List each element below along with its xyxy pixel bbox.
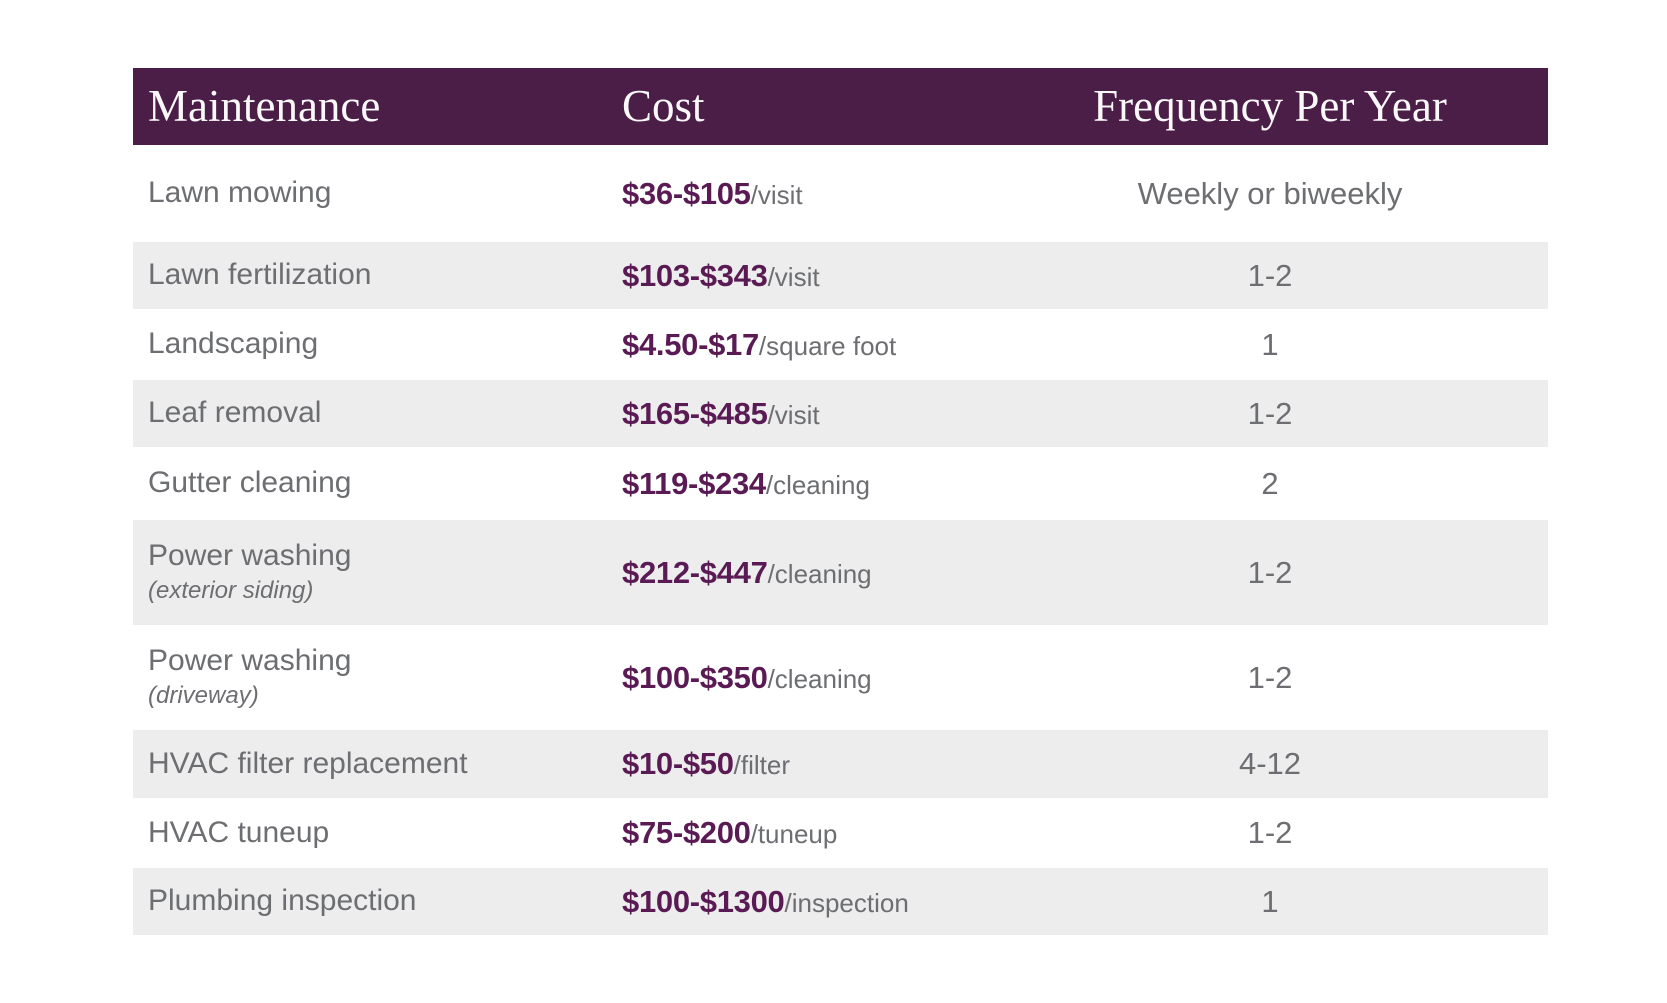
frequency-value: 1-2 <box>1247 554 1293 590</box>
cost-range: $165-$485 <box>622 395 768 431</box>
cost-cell: $10-$50/filter <box>622 746 992 782</box>
cost-range: $4.50-$17 <box>622 326 759 362</box>
table-body: Lawn mowing $36-$105/visit Weekly or biw… <box>133 145 1548 935</box>
cost-range: $119-$234 <box>622 465 766 501</box>
cost-range: $75-$200 <box>622 815 751 850</box>
cost-unit: /cleaning <box>767 663 872 694</box>
table-row: Power washing (driveway) $100-$350/clean… <box>133 625 1548 730</box>
cost-cell: $75-$200/tuneup <box>622 815 992 851</box>
service-name: HVAC tuneup <box>148 815 330 849</box>
table-row: Lawn mowing $36-$105/visit Weekly or biw… <box>133 145 1548 242</box>
cost-cell: $103-$343/visit <box>622 258 992 294</box>
cost-unit: /visit <box>767 399 820 430</box>
frequency-value: 1-2 <box>1247 659 1293 695</box>
service-name: Gutter cleaning <box>148 466 352 500</box>
maintenance-cell: HVAC tuneup <box>133 816 622 851</box>
header-cost: Cost <box>622 81 705 131</box>
maintenance-cell: Lawn mowing <box>133 176 622 211</box>
frequency-value: 1-2 <box>1247 815 1293 850</box>
service-name: Lawn fertilization <box>148 258 372 292</box>
maintenance-cell: HVAC filter replacement <box>133 747 622 782</box>
table-row: HVAC filter replacement $10-$50/filter 4… <box>133 730 1548 798</box>
maintenance-cell: Power washing (exterior siding) <box>133 539 622 605</box>
table-row: Gutter cleaning $119-$234/cleaning 2 <box>133 447 1548 520</box>
table-row: HVAC tuneup $75-$200/tuneup 1-2 <box>133 798 1548 868</box>
cost-cell: $36-$105/visit <box>622 176 992 212</box>
service-name: Leaf removal <box>148 396 322 430</box>
service-name: Power washing <box>148 539 352 573</box>
maintenance-cell: Leaf removal <box>133 396 622 431</box>
cost-unit: /inspection <box>784 887 909 918</box>
frequency-value: 1 <box>1261 326 1279 362</box>
maintenance-cell: Landscaping <box>133 327 622 362</box>
cost-unit: /tuneup <box>750 819 838 849</box>
cost-unit: /square foot <box>758 330 897 361</box>
frequency-value: 4-12 <box>1238 746 1302 781</box>
service-name: Plumbing inspection <box>148 884 417 918</box>
table-header-row: Maintenance Cost Frequency Per Year <box>133 68 1548 145</box>
cost-cell: $100-$350/cleaning <box>622 660 992 696</box>
service-name: Lawn mowing <box>148 176 332 210</box>
service-subtitle: (driveway) <box>148 681 259 709</box>
header-maintenance: Maintenance <box>148 81 381 131</box>
cost-unit: /cleaning <box>767 558 872 589</box>
table-row: Plumbing inspection $100-$1300/inspectio… <box>133 868 1548 935</box>
cost-range: $103-$343 <box>622 257 768 293</box>
frequency-value: Weekly or biweekly <box>1137 175 1403 211</box>
cost-range: $36-$105 <box>622 175 751 211</box>
maintenance-cost-table: Maintenance Cost Frequency Per Year Lawn… <box>133 68 1548 935</box>
cost-range: $212-$447 <box>622 554 768 590</box>
table-row: Leaf removal $165-$485/visit 1-2 <box>133 380 1548 447</box>
frequency-value: 2 <box>1261 465 1279 501</box>
table-row: Power washing (exterior siding) $212-$44… <box>133 520 1548 625</box>
maintenance-cell: Gutter cleaning <box>133 466 622 501</box>
cost-unit: /cleaning <box>765 469 870 500</box>
cost-cell: $119-$234/cleaning <box>622 466 992 502</box>
header-frequency-per-year: Frequency Per Year <box>1093 81 1447 131</box>
maintenance-cell: Lawn fertilization <box>133 258 622 293</box>
frequency-value: 1-2 <box>1247 257 1293 293</box>
cost-cell: $100-$1300/inspection <box>622 884 992 920</box>
maintenance-cell: Plumbing inspection <box>133 884 622 919</box>
service-subtitle: (exterior siding) <box>148 576 314 604</box>
cost-cell: $165-$485/visit <box>622 396 992 432</box>
cost-unit: /visit <box>767 261 820 292</box>
table-row: Landscaping $4.50-$17/square foot 1 <box>133 309 1548 380</box>
maintenance-cell: Power washing (driveway) <box>133 644 622 710</box>
service-name: Landscaping <box>148 327 319 361</box>
table-row: Lawn fertilization $103-$343/visit 1-2 <box>133 242 1548 309</box>
frequency-value: 1-2 <box>1247 395 1293 431</box>
cost-unit: /filter <box>733 750 791 780</box>
cost-range: $100-$350 <box>622 659 768 695</box>
cost-range: $100-$1300 <box>622 883 785 919</box>
cost-unit: /visit <box>750 179 803 210</box>
frequency-value: 1 <box>1261 883 1279 919</box>
service-name: Power washing <box>148 644 352 678</box>
service-name: HVAC filter replacement <box>148 746 468 780</box>
cost-range: $10-$50 <box>622 746 734 781</box>
cost-cell: $212-$447/cleaning <box>622 555 992 591</box>
cost-cell: $4.50-$17/square foot <box>622 327 992 363</box>
